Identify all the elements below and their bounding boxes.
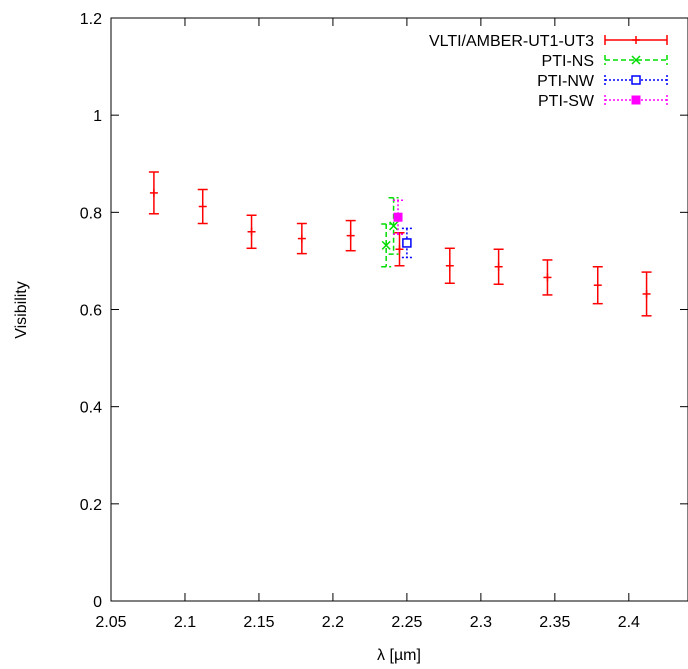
x-axis-label: λ [µm] xyxy=(377,647,421,664)
data-point-b xyxy=(389,221,399,231)
axis-ticks: 2.05 2.1 2.15 2.2 2.25 2.3 2.35 2.4 0 0.2 0.4 0.6 0.… xyxy=(80,11,688,631)
y-tick-label: 1 xyxy=(93,108,102,125)
legend-marker xyxy=(631,75,641,85)
plot-frame xyxy=(110,17,688,602)
series-1 xyxy=(381,197,399,268)
y-tick-label: 0.4 xyxy=(80,400,102,417)
legend-marker xyxy=(631,95,641,105)
series-3 xyxy=(393,199,404,235)
series-0 xyxy=(148,171,652,317)
data-point xyxy=(402,238,412,248)
legend-label: PTI-SW xyxy=(538,93,595,110)
y-axis-label: Visibility xyxy=(13,281,30,339)
series-2 xyxy=(401,227,412,259)
x-tick-label: 2.4 xyxy=(618,614,640,631)
x-tick-label: 2.05 xyxy=(95,614,126,631)
x-tick-label: 2.15 xyxy=(243,614,274,631)
legend-marker-b xyxy=(631,55,641,65)
y-tick-label: 0.2 xyxy=(80,497,102,514)
chart-marks xyxy=(148,171,652,317)
x-tick-label: 2.1 xyxy=(174,614,196,631)
y-tick-label: 0.8 xyxy=(80,205,102,222)
x-tick-label: 2.3 xyxy=(470,614,492,631)
y-tick-label: 0 xyxy=(93,594,102,611)
y-tick-label: 0.6 xyxy=(80,303,102,320)
legend-label: PTI-NW xyxy=(537,73,595,90)
x-tick-label: 2.35 xyxy=(539,614,570,631)
legend-label: PTI-NS xyxy=(542,53,594,70)
data-point xyxy=(393,212,403,222)
legend: VLTI/AMBER-UT1-UT3 PTI-NS PTI-NW PTI-SW xyxy=(429,33,668,110)
x-tick-label: 2.25 xyxy=(391,614,422,631)
data-point-b xyxy=(381,240,391,250)
x-tick-label: 2.2 xyxy=(322,614,344,631)
y-tick-label: 1.2 xyxy=(80,11,102,28)
legend-label: VLTI/AMBER-UT1-UT3 xyxy=(429,33,594,50)
